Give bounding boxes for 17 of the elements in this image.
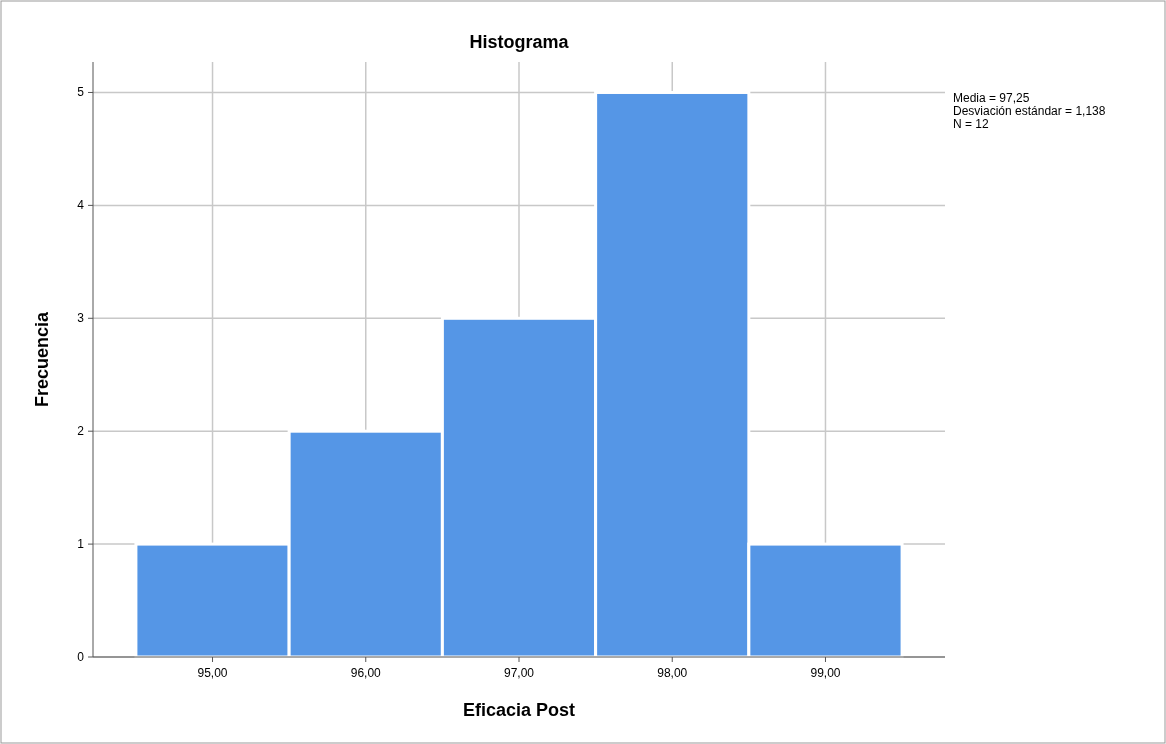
text: Media = 97,25	[953, 91, 1030, 105]
y-tick-label: 2	[77, 424, 85, 439]
x-tick-label: 98,00	[657, 666, 688, 680]
text: N = 12	[953, 117, 990, 131]
x-tick-label: 99,00	[810, 666, 841, 680]
x-axis-title: Eficacia Post	[462, 700, 576, 720]
x-tick-label: 97,00	[503, 666, 535, 680]
x-tick-label: 96,00	[350, 666, 382, 680]
y-tick-label: 1	[77, 537, 85, 552]
text: Desviación estándar = 1,138	[953, 104, 1106, 118]
y-axis-title: Frecuencia	[32, 310, 52, 408]
y-tick-label: 0	[77, 650, 85, 664]
x-tick-label: 95,00	[197, 666, 228, 680]
y-tick-label: 5	[77, 85, 85, 100]
chart-title: Histograma	[469, 32, 570, 52]
y-tick-label: 4	[77, 198, 85, 213]
y-tick-label: 3	[77, 311, 85, 326]
